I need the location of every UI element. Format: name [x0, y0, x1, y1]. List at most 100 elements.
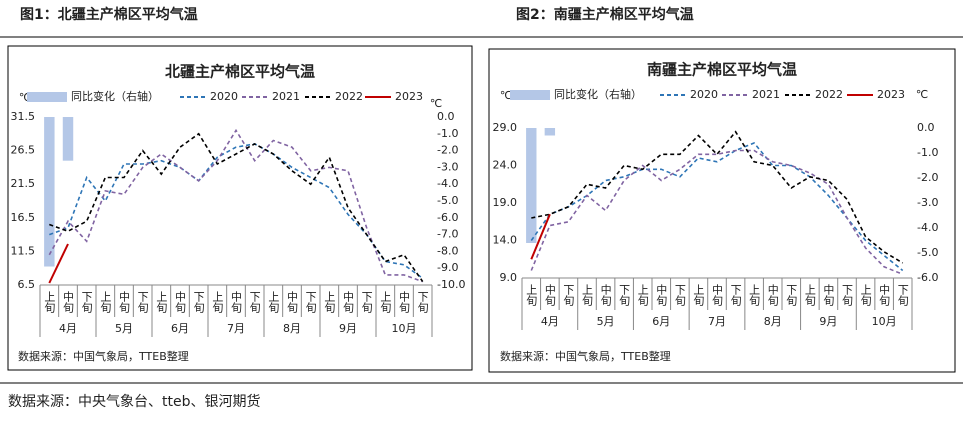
y-unit: ℃ — [500, 89, 512, 102]
y2-tick-label: -7.0 — [437, 228, 458, 241]
y2-tick-label: -10.0 — [437, 278, 465, 291]
x-tick-label: 上旬 — [155, 291, 168, 314]
x-tick-label: 中旬 — [398, 291, 411, 314]
y2-tick-label: -1.0 — [437, 127, 458, 140]
bar — [544, 128, 556, 136]
x-group-label: 4月 — [59, 322, 77, 335]
legend-label: 2022 — [335, 90, 363, 103]
legend-label: 2022 — [815, 88, 843, 101]
chart-frame — [7, 45, 473, 371]
x-tick-label: 上旬 — [803, 284, 816, 307]
y2-tick-label: -3.0 — [437, 160, 458, 173]
x-tick-label: 上旬 — [859, 284, 872, 307]
x-group-label: 7月 — [227, 322, 245, 335]
series-line — [48, 128, 423, 283]
x-tick-label: 下旬 — [673, 284, 686, 307]
legend-label: 2020 — [690, 88, 718, 101]
x-tick-label: 中旬 — [230, 291, 243, 314]
x-tick-label: 中旬 — [822, 284, 835, 307]
x-tick-label: 上旬 — [43, 291, 56, 314]
x-tick-label: 中旬 — [766, 284, 779, 307]
y-tick-label: 14.0 — [493, 234, 518, 247]
x-tick-label: 下旬 — [618, 284, 631, 307]
y2-tick-label: -4.0 — [437, 177, 458, 190]
series-line — [48, 243, 69, 284]
x-group-label: 9月 — [339, 322, 357, 335]
x-tick-label: 中旬 — [543, 284, 556, 307]
x-tick-label: 上旬 — [323, 291, 336, 314]
legend-label: 2020 — [210, 90, 238, 103]
legend-label: 同比变化（右轴） — [71, 89, 159, 103]
y-tick-label: 21.5 — [11, 177, 36, 190]
x-tick-label: 上旬 — [267, 291, 280, 314]
x-tick-label: 下旬 — [304, 291, 317, 314]
x-group-label: 7月 — [708, 315, 726, 328]
x-tick-label: 上旬 — [581, 284, 594, 307]
x-tick-label: 下旬 — [896, 284, 909, 307]
series-line — [49, 132, 424, 283]
y-tick-label: 31.5 — [11, 110, 36, 123]
y-tick-label: 24.0 — [493, 159, 518, 172]
chart-source: 数据来源：中国气象局，TTEB整理 — [500, 349, 671, 363]
x-tick-label: 中旬 — [342, 291, 355, 314]
x-tick-label: 下旬 — [841, 284, 854, 307]
x-tick-label: 下旬 — [785, 284, 798, 307]
y2-tick-label: -3.0 — [917, 196, 938, 209]
y2-unit: ℃ — [916, 88, 928, 101]
series-line — [531, 130, 904, 264]
x-tick-label: 上旬 — [99, 291, 112, 314]
x-tick-label: 中旬 — [118, 291, 131, 314]
x-tick-label: 上旬 — [379, 291, 392, 314]
x-group-label: 6月 — [652, 315, 670, 328]
y-tick-label: 16.5 — [11, 211, 36, 224]
x-tick-label: 下旬 — [192, 291, 205, 314]
legend-label: 2021 — [272, 90, 300, 103]
y2-tick-label: -5.0 — [917, 246, 938, 259]
x-tick-label: 下旬 — [248, 291, 261, 314]
series-line — [530, 213, 551, 260]
y-tick-label: 19.0 — [493, 196, 518, 209]
x-group-label: 10月 — [872, 315, 897, 328]
x-tick-label: 中旬 — [62, 291, 75, 314]
y-tick-label: 6.5 — [18, 278, 36, 291]
x-tick-label: 中旬 — [599, 284, 612, 307]
series-line — [49, 143, 424, 279]
y2-tick-label: 0.0 — [917, 121, 935, 134]
y2-tick-label: -1.0 — [917, 146, 938, 159]
y-tick-label: 9.0 — [500, 271, 518, 284]
x-tick-label: 下旬 — [136, 291, 149, 314]
x-tick-label: 上旬 — [692, 284, 705, 307]
chart-frame — [488, 48, 956, 373]
y2-tick-label: -4.0 — [917, 221, 938, 234]
figure-caption: 图1：北疆主产棉区平均气温 — [20, 6, 198, 23]
x-tick-label: 下旬 — [562, 284, 575, 307]
x-tick-label: 中旬 — [655, 284, 668, 307]
legend-swatch — [510, 90, 550, 100]
x-group-label: 4月 — [541, 315, 559, 328]
bar — [62, 117, 74, 161]
x-tick-label: 下旬 — [360, 291, 373, 314]
footer-source: 数据来源：中央气象台、tteb、银河期货 — [8, 393, 260, 410]
x-tick-label: 下旬 — [729, 284, 742, 307]
x-tick-label: 下旬 — [80, 291, 93, 314]
x-tick-label: 下旬 — [416, 291, 429, 314]
y-tick-label: 29.0 — [493, 121, 518, 134]
series-line — [530, 149, 903, 276]
x-tick-label: 上旬 — [525, 284, 538, 307]
x-tick-label: 上旬 — [748, 284, 761, 307]
y2-tick-label: -9.0 — [437, 261, 458, 274]
chart-title: 北疆主产棉区平均气温 — [165, 63, 315, 81]
chart-source: 数据来源：中国气象局，TTEB整理 — [18, 349, 189, 363]
legend-label: 2023 — [395, 90, 423, 103]
legend-label: 同比变化（右轴） — [554, 87, 642, 101]
legend-swatch — [27, 92, 67, 102]
x-group-label: 8月 — [764, 315, 782, 328]
chart-title: 南疆主产棉区平均气温 — [647, 61, 797, 79]
x-group-label: 5月 — [597, 315, 615, 328]
y-tick-label: 26.5 — [11, 144, 36, 157]
x-tick-label: 上旬 — [211, 291, 224, 314]
y-tick-label: 11.5 — [11, 244, 36, 257]
y2-tick-label: -6.0 — [917, 271, 938, 284]
x-tick-label: 上旬 — [636, 284, 649, 307]
